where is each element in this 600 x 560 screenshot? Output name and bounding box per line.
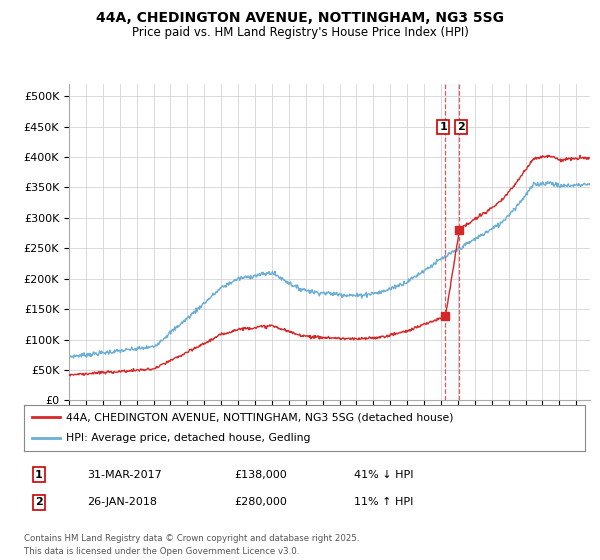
Text: Contains HM Land Registry data © Crown copyright and database right 2025.
This d: Contains HM Land Registry data © Crown c…: [24, 534, 359, 556]
Text: HPI: Average price, detached house, Gedling: HPI: Average price, detached house, Gedl…: [66, 433, 311, 444]
Text: £280,000: £280,000: [234, 497, 287, 507]
Text: 1: 1: [439, 122, 447, 132]
Text: 26-JAN-2018: 26-JAN-2018: [87, 497, 157, 507]
Text: 11% ↑ HPI: 11% ↑ HPI: [354, 497, 413, 507]
Text: £138,000: £138,000: [234, 470, 287, 480]
Bar: [445, 84, 459, 400]
Text: 41% ↓ HPI: 41% ↓ HPI: [354, 470, 413, 480]
Text: 44A, CHEDINGTON AVENUE, NOTTINGHAM, NG3 5SG: 44A, CHEDINGTON AVENUE, NOTTINGHAM, NG3 …: [96, 11, 504, 25]
Text: Price paid vs. HM Land Registry's House Price Index (HPI): Price paid vs. HM Land Registry's House …: [131, 26, 469, 39]
Text: 2: 2: [35, 497, 43, 507]
Text: 44A, CHEDINGTON AVENUE, NOTTINGHAM, NG3 5SG (detached house): 44A, CHEDINGTON AVENUE, NOTTINGHAM, NG3 …: [66, 412, 454, 422]
Text: 2: 2: [457, 122, 465, 132]
Text: 31-MAR-2017: 31-MAR-2017: [87, 470, 162, 480]
Text: 1: 1: [35, 470, 43, 480]
